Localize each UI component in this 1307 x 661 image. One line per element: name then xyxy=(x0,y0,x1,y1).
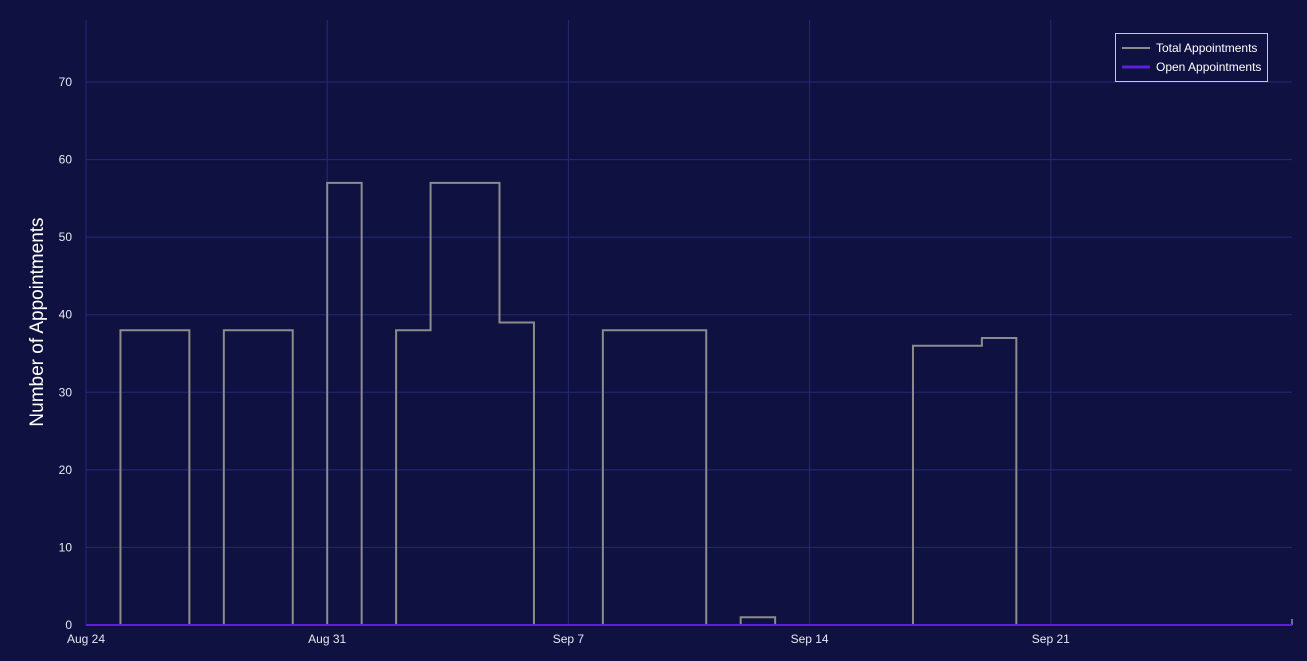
y-tick-label: 10 xyxy=(59,540,73,554)
legend-label: Open Appointments xyxy=(1156,60,1261,74)
x-tick-label: Sep 14 xyxy=(791,632,829,646)
y-tick-label: 70 xyxy=(59,75,73,89)
legend[interactable]: Total Appointments Open Appointments xyxy=(1115,33,1268,82)
y-tick-label: 0 xyxy=(65,618,72,632)
y-axis-title: Number of Appointments xyxy=(27,217,48,426)
x-tick-label: Sep 7 xyxy=(553,632,585,646)
y-tick-label: 40 xyxy=(59,308,73,322)
legend-item[interactable]: Open Appointments xyxy=(1122,60,1261,74)
legend-box xyxy=(1115,33,1268,82)
y-tick-label: 30 xyxy=(59,385,73,399)
x-tick-label: Aug 31 xyxy=(308,632,346,646)
legend-label: Total Appointments xyxy=(1156,41,1257,55)
x-tick-label: Aug 24 xyxy=(67,632,105,646)
y-tick-label: 60 xyxy=(59,153,73,167)
series xyxy=(86,181,1292,626)
legend-item[interactable]: Total Appointments xyxy=(1122,41,1257,55)
y-tick-label: 20 xyxy=(59,463,73,477)
grid xyxy=(85,20,1292,625)
series-line-total xyxy=(86,181,1292,626)
y-tick-label: 50 xyxy=(59,230,73,244)
x-tick-label: Sep 21 xyxy=(1032,632,1070,646)
axes: 0 10 20 30 40 50 60 70 Aug 24 Aug 31 Sep 7 Sep 14 Se… xyxy=(59,75,1293,646)
